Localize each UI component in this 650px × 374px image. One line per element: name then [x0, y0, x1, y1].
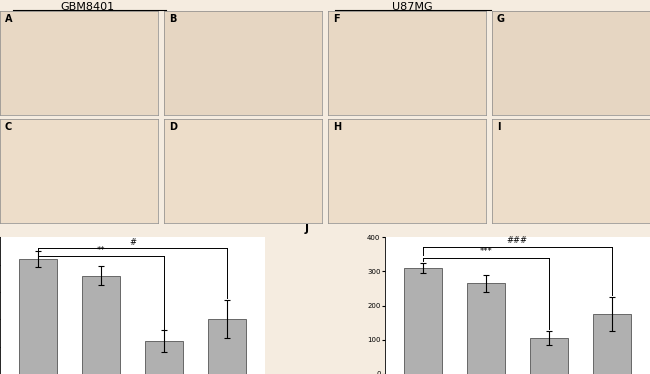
Text: U87MG: U87MG — [393, 2, 433, 12]
Bar — [530, 338, 568, 374]
Bar — [146, 341, 183, 374]
Text: GBM8401: GBM8401 — [60, 2, 115, 12]
Text: G: G — [497, 14, 505, 24]
Text: D: D — [169, 122, 177, 132]
Text: J: J — [305, 224, 309, 233]
Text: #: # — [129, 237, 136, 246]
Text: B: B — [169, 14, 176, 24]
Text: C: C — [5, 122, 12, 132]
Text: ###: ### — [507, 236, 528, 245]
Text: I: I — [497, 122, 500, 132]
Bar — [19, 259, 57, 374]
Text: A: A — [5, 14, 12, 24]
Bar — [82, 276, 120, 374]
Text: **: ** — [97, 246, 105, 255]
Text: ***: *** — [480, 247, 492, 256]
Bar — [209, 319, 246, 374]
Text: F: F — [333, 14, 339, 24]
Bar — [593, 314, 631, 374]
Text: H: H — [333, 122, 341, 132]
Bar — [404, 268, 441, 374]
Bar — [467, 283, 504, 374]
